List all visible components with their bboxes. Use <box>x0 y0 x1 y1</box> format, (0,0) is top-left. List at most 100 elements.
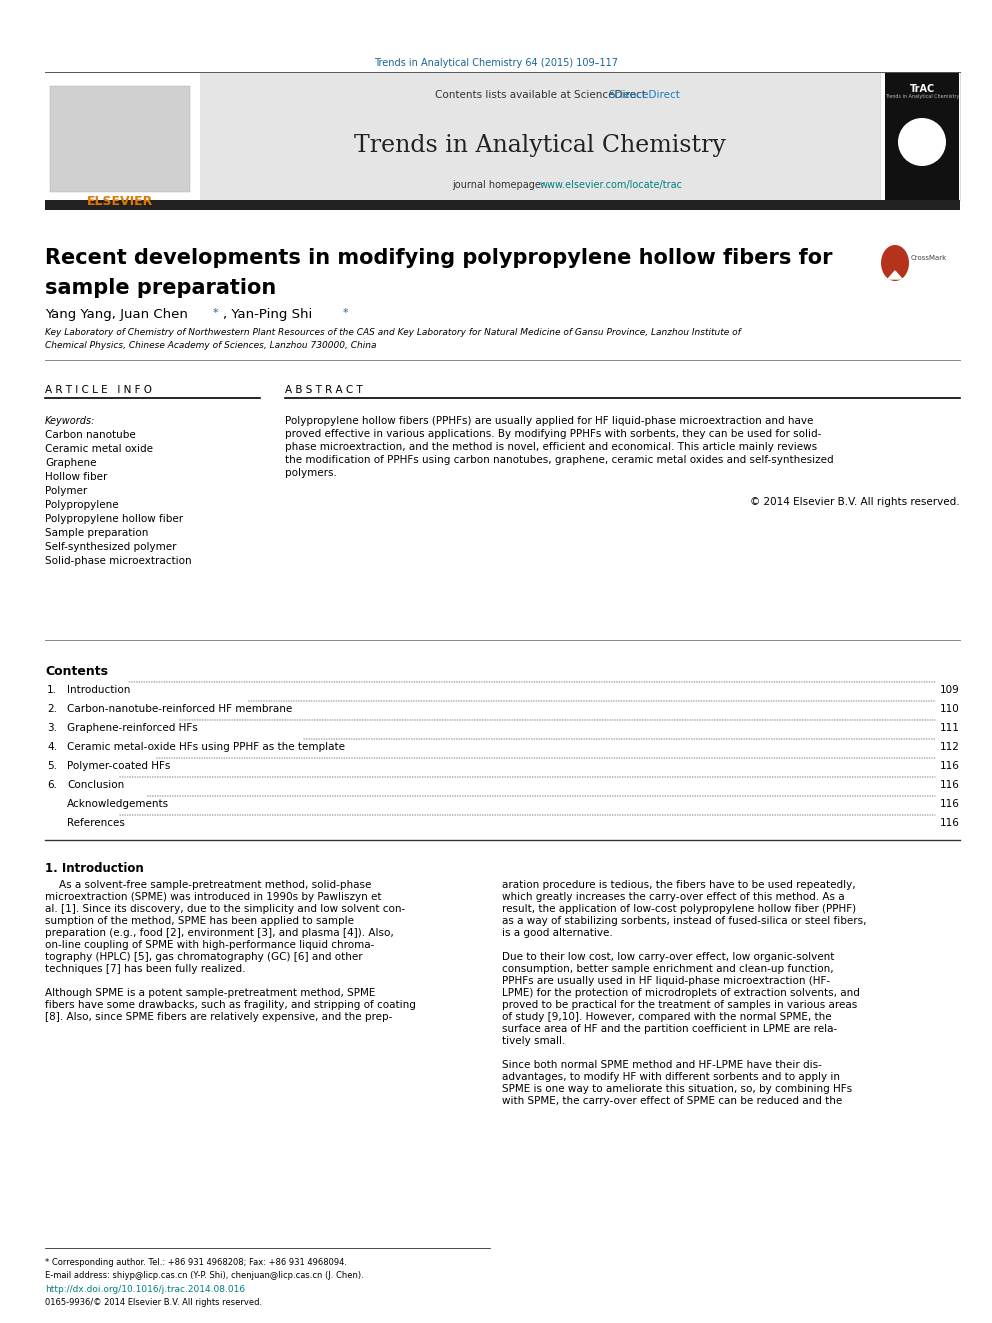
Text: techniques [7] has been fully realized.: techniques [7] has been fully realized. <box>45 964 245 974</box>
Text: phase microextraction, and the method is novel, efficient and economical. This a: phase microextraction, and the method is… <box>285 442 817 452</box>
Text: Polypropylene hollow fibers (PPHFs) are usually applied for HF liquid-phase micr: Polypropylene hollow fibers (PPHFs) are … <box>285 415 813 426</box>
Text: *: * <box>343 308 348 318</box>
Text: 1.: 1. <box>47 685 57 695</box>
Text: surface area of HF and the partition coefficient in LPME are rela-: surface area of HF and the partition coe… <box>502 1024 837 1035</box>
Text: 0165-9936/© 2014 Elsevier B.V. All rights reserved.: 0165-9936/© 2014 Elsevier B.V. All right… <box>45 1298 262 1307</box>
Text: E-mail address: shiyp@licp.cas.cn (Y-P. Shi), chenjuan@licp.cas.cn (J. Chen).: E-mail address: shiyp@licp.cas.cn (Y-P. … <box>45 1271 364 1279</box>
Text: www.elsevier.com/locate/trac: www.elsevier.com/locate/trac <box>540 180 683 191</box>
Text: *: * <box>213 308 218 318</box>
Text: proved effective in various applications. By modifying PPHFs with sorbents, they: proved effective in various applications… <box>285 429 821 439</box>
Text: consumption, better sample enrichment and clean-up function,: consumption, better sample enrichment an… <box>502 964 833 974</box>
Text: journal homepage:: journal homepage: <box>452 180 548 191</box>
Bar <box>880 71 960 200</box>
Text: on-line coupling of SPME with high-performance liquid chroma-: on-line coupling of SPME with high-perfo… <box>45 941 374 950</box>
Text: Graphene: Graphene <box>45 458 96 468</box>
Text: Hollow fiber: Hollow fiber <box>45 472 107 482</box>
Text: Ceramic metal-oxide HFs using PPHF as the template: Ceramic metal-oxide HFs using PPHF as th… <box>67 742 345 751</box>
Text: Carbon nanotube: Carbon nanotube <box>45 430 136 441</box>
Text: A B S T R A C T: A B S T R A C T <box>285 385 363 396</box>
Text: with SPME, the carry-over effect of SPME can be reduced and the: with SPME, the carry-over effect of SPME… <box>502 1095 842 1106</box>
Text: polymers.: polymers. <box>285 468 337 478</box>
Text: 111: 111 <box>940 722 960 733</box>
Text: Contents lists available at ScienceDirect: Contents lists available at ScienceDirec… <box>434 90 646 101</box>
Text: Introduction: Introduction <box>67 685 130 695</box>
Text: 4.: 4. <box>47 742 57 751</box>
Text: Key Laboratory of Chemistry of Northwestern Plant Resources of the CAS and Key L: Key Laboratory of Chemistry of Northwest… <box>45 328 741 337</box>
Text: result, the application of low-cost polypropylene hollow fiber (PPHF): result, the application of low-cost poly… <box>502 904 856 914</box>
Text: , Yan-Ping Shi: , Yan-Ping Shi <box>223 308 316 321</box>
Bar <box>45 200 960 210</box>
Text: tography (HPLC) [5], gas chromatography (GC) [6] and other: tography (HPLC) [5], gas chromatography … <box>45 953 363 962</box>
Text: as a way of stabilizing sorbents, instead of fused-silica or steel fibers,: as a way of stabilizing sorbents, instea… <box>502 916 866 926</box>
Text: ELSEVIER: ELSEVIER <box>87 194 153 208</box>
Text: Contents: Contents <box>45 665 108 677</box>
Text: sumption of the method, SPME has been applied to sample: sumption of the method, SPME has been ap… <box>45 916 354 926</box>
Polygon shape <box>888 271 902 279</box>
Text: proved to be practical for the treatment of samples in various areas: proved to be practical for the treatment… <box>502 1000 857 1009</box>
Text: Trends in Analytical Chemistry: Trends in Analytical Chemistry <box>885 94 959 99</box>
Text: tively small.: tively small. <box>502 1036 565 1046</box>
Text: Since both normal SPME method and HF-LPME have their dis-: Since both normal SPME method and HF-LPM… <box>502 1060 822 1070</box>
Text: Conclusion: Conclusion <box>67 781 124 790</box>
Text: TrAC: TrAC <box>910 83 934 94</box>
Text: Although SPME is a potent sample-pretreatment method, SPME: Although SPME is a potent sample-pretrea… <box>45 988 375 998</box>
Text: 116: 116 <box>940 818 960 828</box>
Text: fibers have some drawbacks, such as fragility, and stripping of coating: fibers have some drawbacks, such as frag… <box>45 1000 416 1009</box>
Text: 5.: 5. <box>47 761 57 771</box>
Text: Acknowledgements: Acknowledgements <box>67 799 169 808</box>
Text: 116: 116 <box>940 761 960 771</box>
Text: microextraction (SPME) was introduced in 1990s by Pawliszyn et: microextraction (SPME) was introduced in… <box>45 892 382 902</box>
Text: Due to their low cost, low carry-over effect, low organic-solvent: Due to their low cost, low carry-over ef… <box>502 953 834 962</box>
Text: [8]. Also, since SPME fibers are relatively expensive, and the prep-: [8]. Also, since SPME fibers are relativ… <box>45 1012 393 1021</box>
Text: As a solvent-free sample-pretreatment method, solid-phase: As a solvent-free sample-pretreatment me… <box>59 880 371 890</box>
Text: aration procedure is tedious, the fibers have to be used repeatedly,: aration procedure is tedious, the fibers… <box>502 880 856 890</box>
Text: Self-synthesized polymer: Self-synthesized polymer <box>45 542 177 552</box>
Text: Chemical Physics, Chinese Academy of Sciences, Lanzhou 730000, China: Chemical Physics, Chinese Academy of Sci… <box>45 341 377 351</box>
Bar <box>50 86 190 192</box>
Text: 3.: 3. <box>47 722 57 733</box>
Text: ScienceDirect: ScienceDirect <box>608 90 680 101</box>
Text: * Corresponding author. Tel.: +86 931 4968208; Fax: +86 931 4968094.: * Corresponding author. Tel.: +86 931 49… <box>45 1258 347 1267</box>
Text: Polymer-coated HFs: Polymer-coated HFs <box>67 761 171 771</box>
Bar <box>200 71 880 200</box>
Text: Polymer: Polymer <box>45 486 87 496</box>
Text: A R T I C L E   I N F O: A R T I C L E I N F O <box>45 385 152 396</box>
Ellipse shape <box>881 245 909 280</box>
Text: 2.: 2. <box>47 704 57 714</box>
Text: Ceramic metal oxide: Ceramic metal oxide <box>45 445 153 454</box>
Text: Trends in Analytical Chemistry: Trends in Analytical Chemistry <box>354 134 726 157</box>
Text: Solid-phase microextraction: Solid-phase microextraction <box>45 556 191 566</box>
Text: References: References <box>67 818 125 828</box>
Text: Carbon-nanotube-reinforced HF membrane: Carbon-nanotube-reinforced HF membrane <box>67 704 293 714</box>
Text: Trends in Analytical Chemistry 64 (2015) 109–117: Trends in Analytical Chemistry 64 (2015)… <box>374 58 618 67</box>
Text: Graphene-reinforced HFs: Graphene-reinforced HFs <box>67 722 197 733</box>
Text: LPME) for the protection of microdroplets of extraction solvents, and: LPME) for the protection of microdroplet… <box>502 988 860 998</box>
Text: 6.: 6. <box>47 781 57 790</box>
Text: al. [1]. Since its discovery, due to the simplicity and low solvent con-: al. [1]. Since its discovery, due to the… <box>45 904 406 914</box>
Text: SPME is one way to ameliorate this situation, so, by combining HFs: SPME is one way to ameliorate this situa… <box>502 1084 852 1094</box>
Text: Polypropylene hollow fiber: Polypropylene hollow fiber <box>45 515 184 524</box>
Bar <box>45 71 200 200</box>
Text: of study [9,10]. However, compared with the normal SPME, the: of study [9,10]. However, compared with … <box>502 1012 831 1021</box>
Text: preparation (e.g., food [2], environment [3], and plasma [4]). Also,: preparation (e.g., food [2], environment… <box>45 927 394 938</box>
Text: advantages, to modify HF with different sorbents and to apply in: advantages, to modify HF with different … <box>502 1072 840 1082</box>
Text: http://dx.doi.org/10.1016/j.trac.2014.08.016: http://dx.doi.org/10.1016/j.trac.2014.08… <box>45 1285 245 1294</box>
Text: the modification of PPHFs using carbon nanotubes, graphene, ceramic metal oxides: the modification of PPHFs using carbon n… <box>285 455 833 464</box>
Circle shape <box>898 118 946 165</box>
Text: Polypropylene: Polypropylene <box>45 500 119 509</box>
Text: 110: 110 <box>940 704 960 714</box>
Text: 116: 116 <box>940 799 960 808</box>
Text: Recent developments in modifying polypropylene hollow fibers for: Recent developments in modifying polypro… <box>45 247 832 269</box>
Text: © 2014 Elsevier B.V. All rights reserved.: © 2014 Elsevier B.V. All rights reserved… <box>750 497 960 507</box>
Text: CrossMark: CrossMark <box>911 255 947 261</box>
Text: 1. Introduction: 1. Introduction <box>45 863 144 875</box>
Text: which greatly increases the carry-over effect of this method. As a: which greatly increases the carry-over e… <box>502 892 844 902</box>
Text: is a good alternative.: is a good alternative. <box>502 927 613 938</box>
Text: 112: 112 <box>940 742 960 751</box>
Text: PPHFs are usually used in HF liquid-phase microextraction (HF-: PPHFs are usually used in HF liquid-phas… <box>502 976 830 986</box>
Text: 109: 109 <box>940 685 960 695</box>
Bar <box>885 71 959 200</box>
Text: sample preparation: sample preparation <box>45 278 276 298</box>
Text: Yang Yang, Juan Chen: Yang Yang, Juan Chen <box>45 308 192 321</box>
Text: Sample preparation: Sample preparation <box>45 528 149 538</box>
